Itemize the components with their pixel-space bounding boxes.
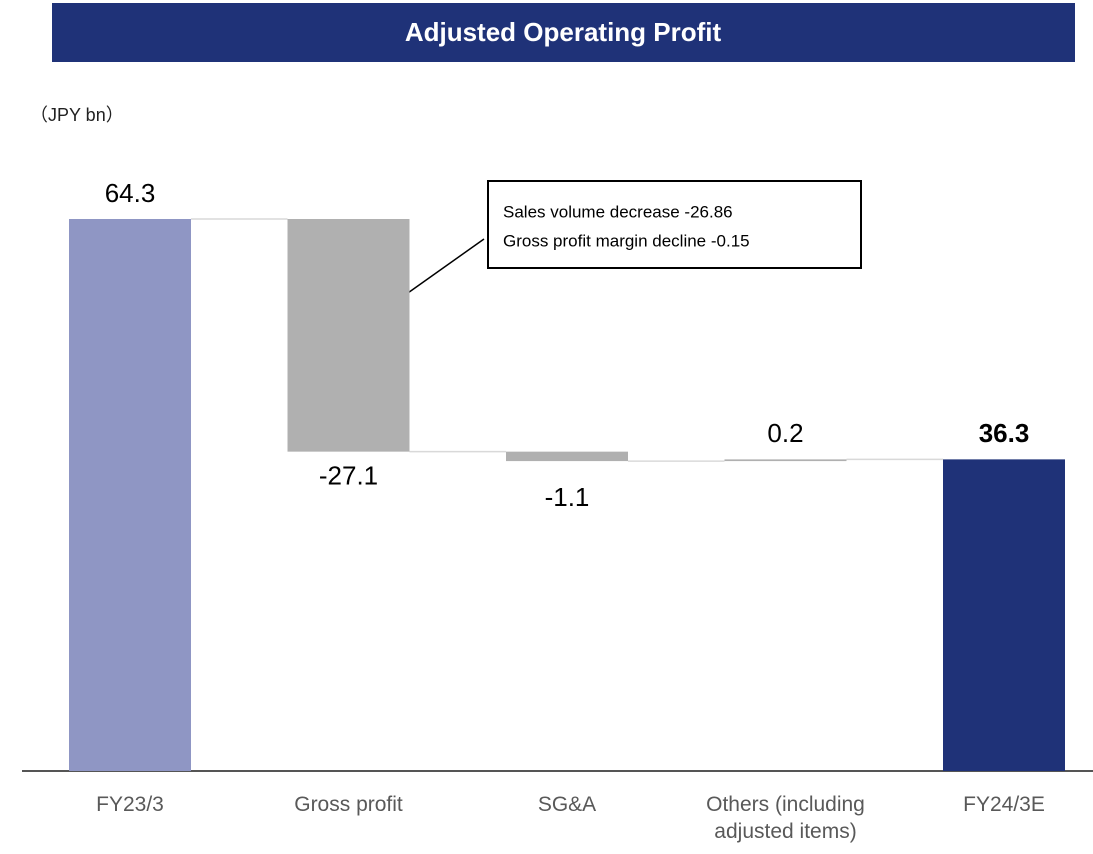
x-tick-label: Others (including adjusted items): [706, 793, 865, 843]
chart-title: Adjusted Operating Profit: [405, 17, 722, 47]
unit-label: （JPY bn）: [30, 105, 124, 125]
x-tick-label: FY24/3E: [963, 793, 1045, 816]
x-tick-label: SG&A: [537, 793, 597, 816]
annotation-line: Sales volume decrease -26.86: [503, 202, 733, 221]
title-banner: [52, 3, 1075, 62]
bar: [724, 459, 847, 462]
x-tick-label: FY23/3: [96, 793, 164, 816]
annotation-box: [487, 180, 862, 269]
data-label: 0.2: [767, 418, 803, 448]
data-label: 36.3: [979, 418, 1030, 448]
data-label: -27.1: [319, 461, 378, 491]
data-label: -1.1: [545, 482, 590, 512]
bar: [506, 451, 628, 462]
annotation-line: Gross profit margin decline -0.15: [503, 231, 750, 250]
bar: [69, 219, 191, 771]
bar: [943, 459, 1065, 771]
data-label: 64.3: [105, 178, 156, 208]
bar: [287, 219, 410, 452]
x-tick-label: Gross profit: [294, 793, 403, 816]
